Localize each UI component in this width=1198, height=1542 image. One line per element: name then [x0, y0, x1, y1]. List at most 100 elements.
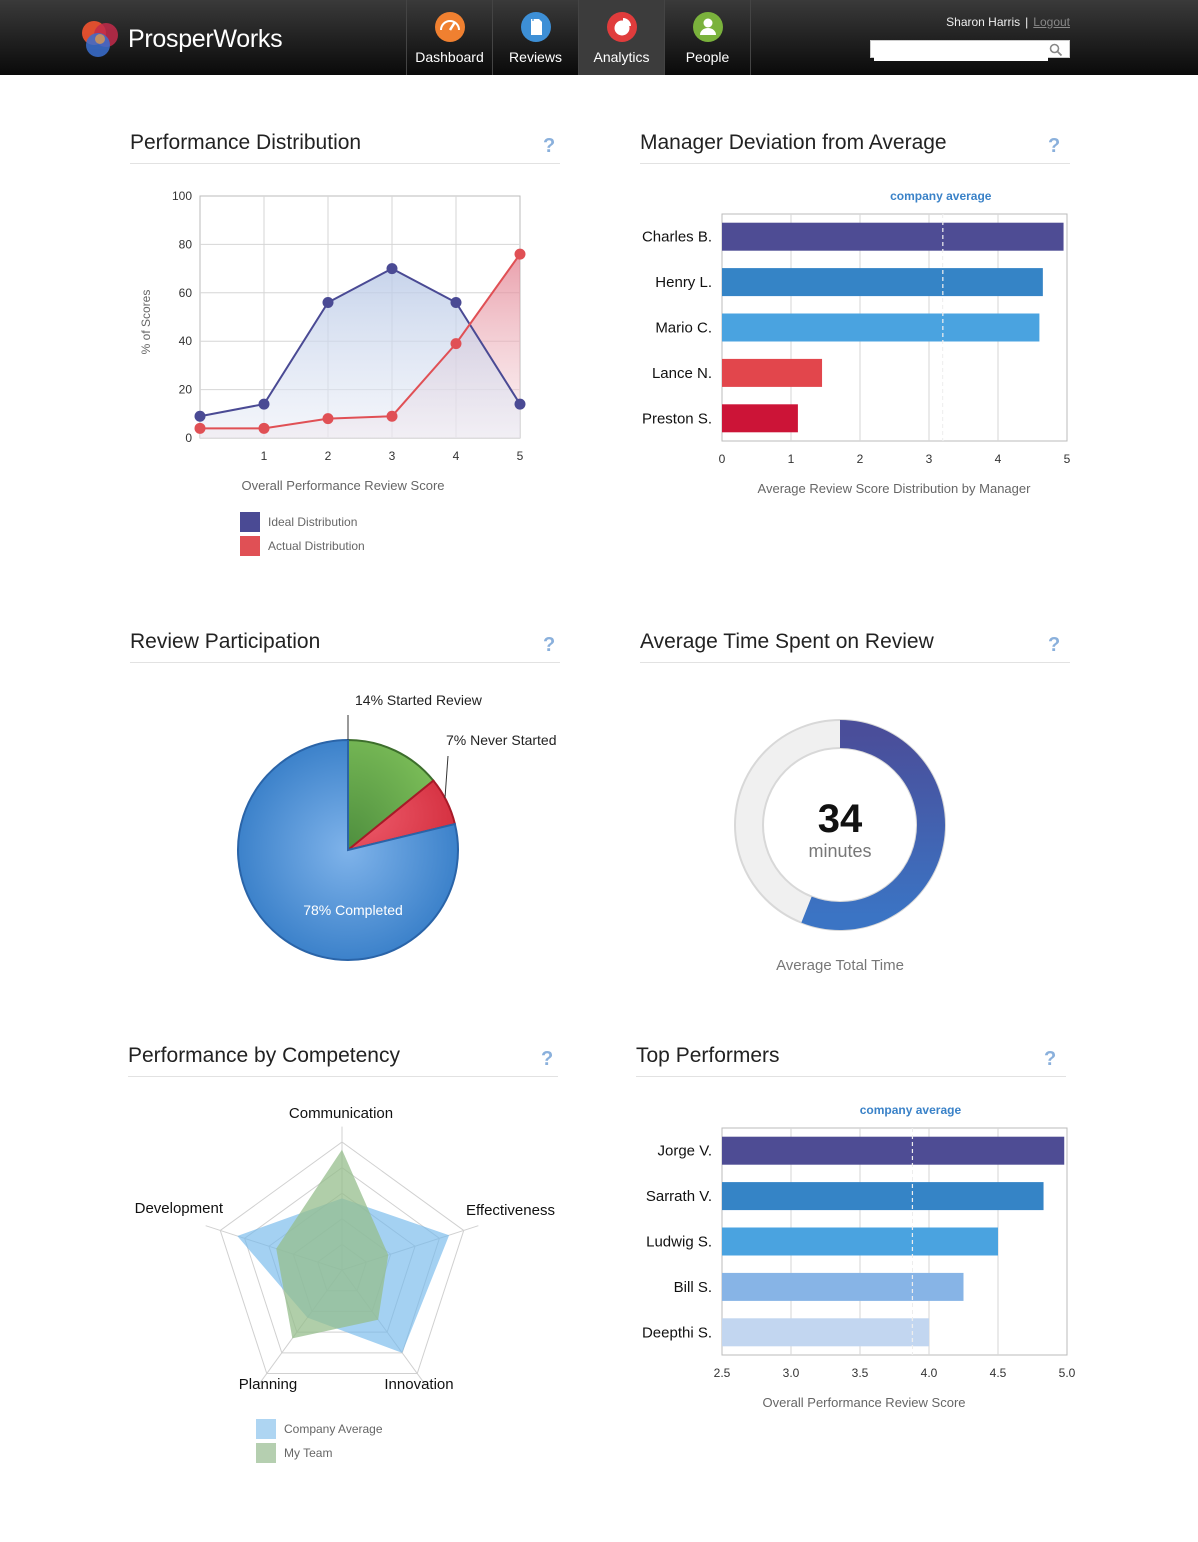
x-axis-label: Overall Performance Review Score [762, 1395, 965, 1410]
help-icon[interactable]: ? [1048, 135, 1061, 157]
person-icon [693, 12, 723, 42]
slice-label-completed: 78% Completed [303, 902, 403, 918]
x-tick-label: 2.5 [714, 1366, 731, 1380]
title-divider [636, 1076, 1066, 1077]
data-point[interactable] [322, 296, 334, 308]
logout-link[interactable]: Logout [1033, 15, 1070, 29]
pie-slice[interactable] [237, 738, 459, 961]
search-box[interactable] [870, 40, 1070, 61]
help-icon[interactable]: ? [1044, 1048, 1057, 1070]
company-average-label: company average [890, 189, 992, 203]
manager-deviation-panel: Manager Deviation from Average ? [640, 131, 1070, 171]
data-point[interactable] [514, 248, 526, 260]
data-point[interactable] [450, 296, 462, 308]
bar[interactable] [722, 1227, 998, 1256]
nav-label: People [685, 49, 730, 65]
data-point[interactable] [194, 410, 206, 422]
y-tick-label: 80 [179, 237, 193, 251]
legend-swatch [256, 1419, 276, 1439]
title-divider [640, 163, 1070, 164]
help-icon[interactable]: ? [543, 634, 556, 656]
x-tick-label: 2 [857, 452, 864, 466]
title-divider [130, 662, 560, 663]
data-point[interactable] [258, 422, 270, 434]
search-input[interactable] [874, 45, 1048, 61]
data-point[interactable] [322, 413, 334, 425]
time-unit: minutes [808, 841, 871, 861]
y-tick-label: 20 [179, 383, 193, 397]
speedometer-icon [435, 12, 465, 42]
help-icon[interactable]: ? [1048, 634, 1061, 656]
x-tick-label: 4.5 [990, 1366, 1007, 1380]
document-icon [521, 12, 551, 42]
data-point[interactable] [386, 410, 398, 422]
legend-swatch [240, 536, 260, 556]
user-name[interactable]: Sharon Harris [946, 15, 1021, 29]
category-label: Bill S. [674, 1279, 712, 1296]
prosperworks-logo[interactable] [80, 19, 120, 59]
bar[interactable] [722, 1136, 1065, 1165]
legend-label: Actual Distribution [268, 539, 365, 553]
time-caption: Average Total Time [776, 957, 904, 974]
top-navigation-bar: ProsperWorks Dashboard Reviews [0, 0, 1198, 75]
nav-analytics[interactable]: Analytics [579, 0, 665, 75]
data-point[interactable] [258, 398, 270, 410]
category-label: Henry L. [655, 274, 712, 291]
review-participation-chart: 14% Started Review 7% Never Started 78% … [237, 692, 557, 961]
bar[interactable] [722, 313, 1040, 342]
nav-reviews[interactable]: Reviews [493, 0, 579, 75]
panel-title: Top Performers [636, 1044, 780, 1067]
pie-slice[interactable] [347, 738, 435, 853]
radar-series-area[interactable] [276, 1149, 389, 1339]
radar-axis-label: Communication [289, 1105, 393, 1122]
category-label: Sarrath V. [646, 1188, 712, 1205]
panel-title: Review Participation [130, 630, 321, 653]
radar-ring [219, 1141, 465, 1375]
donut-fill-arc [801, 720, 945, 930]
x-tick-label: 4 [453, 449, 460, 463]
nav-label: Reviews [509, 49, 562, 65]
category-label: Charles B. [642, 229, 712, 246]
y-tick-label: 100 [172, 189, 192, 203]
series-area [200, 268, 520, 438]
data-point[interactable] [194, 422, 206, 434]
x-tick-label: 3 [389, 449, 396, 463]
title-divider [128, 1076, 558, 1077]
nav-people[interactable]: People [665, 0, 751, 75]
series-line [199, 267, 521, 418]
x-tick-label: 2 [325, 449, 332, 463]
bar[interactable] [722, 1182, 1044, 1211]
data-point[interactable] [450, 338, 462, 350]
legend-swatch [240, 512, 260, 532]
pie-chart-icon [607, 12, 637, 42]
brand-name[interactable]: ProsperWorks [128, 25, 283, 53]
bar[interactable] [722, 404, 798, 433]
y-axis-label: % of Scores [139, 290, 153, 355]
x-axis-label: Average Review Score Distribution by Man… [758, 481, 1032, 496]
x-tick-label: 1 [261, 449, 268, 463]
slice-label-started: 14% Started Review [355, 692, 483, 708]
category-label: Jorge V. [658, 1143, 713, 1160]
help-icon[interactable]: ? [541, 1048, 554, 1070]
help-icon[interactable]: ? [543, 135, 556, 157]
y-tick-label: 0 [185, 431, 192, 445]
legend-label: Company Average [284, 1422, 383, 1436]
bar[interactable] [722, 222, 1064, 251]
x-tick-label: 3 [926, 452, 933, 466]
radar-axis-label: Planning [239, 1376, 297, 1393]
nav-dashboard[interactable]: Dashboard [407, 0, 493, 75]
data-point[interactable] [386, 263, 398, 275]
bar[interactable] [722, 1272, 964, 1301]
search-icon[interactable] [1049, 43, 1063, 57]
category-label: Mario C. [655, 320, 712, 337]
performance-distribution-chart: 0 20 40 60 80 100 1 2 3 4 5 % of Scores Overall Pe… [139, 189, 526, 493]
bar[interactable] [722, 358, 823, 387]
panel-title: Average Time Spent on Review [640, 630, 934, 653]
category-label: Deepthi S. [642, 1324, 712, 1341]
data-point[interactable] [514, 398, 526, 410]
radar-axis-label: Development [135, 1200, 224, 1217]
slice-label-never-started: 7% Never Started [446, 732, 557, 748]
nav-label: Analytics [593, 49, 650, 65]
bar[interactable] [722, 268, 1043, 297]
bar[interactable] [722, 1318, 929, 1347]
